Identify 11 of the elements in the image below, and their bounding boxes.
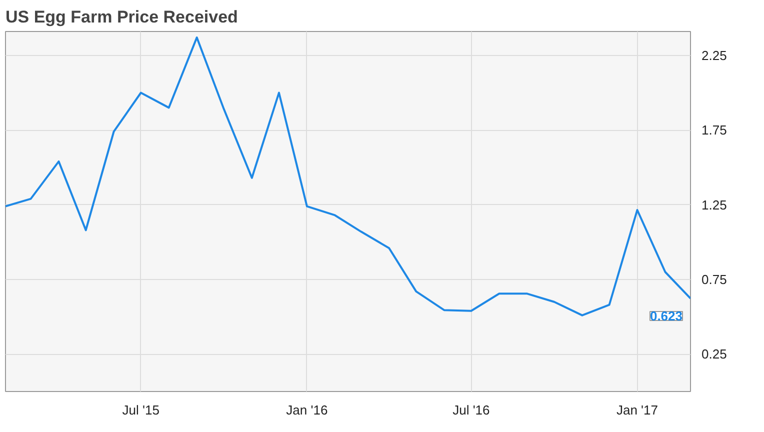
- x-tick-label: Jul '16: [452, 402, 490, 418]
- y-tick-label: 1.25: [702, 197, 727, 212]
- y-tick-label: 1.75: [702, 122, 727, 138]
- x-tick-label: Jan '17: [616, 402, 658, 418]
- chart-title: US Egg Farm Price Received: [6, 8, 238, 26]
- data-label: 0.623: [650, 308, 683, 324]
- y-tick-label: 0.25: [702, 346, 727, 362]
- x-tick-label: Jan '16: [286, 402, 328, 418]
- x-tick-label: Jul '15: [122, 402, 160, 418]
- y-tick-label: 2.25: [702, 48, 727, 63]
- y-tick-label: 0.75: [702, 272, 727, 287]
